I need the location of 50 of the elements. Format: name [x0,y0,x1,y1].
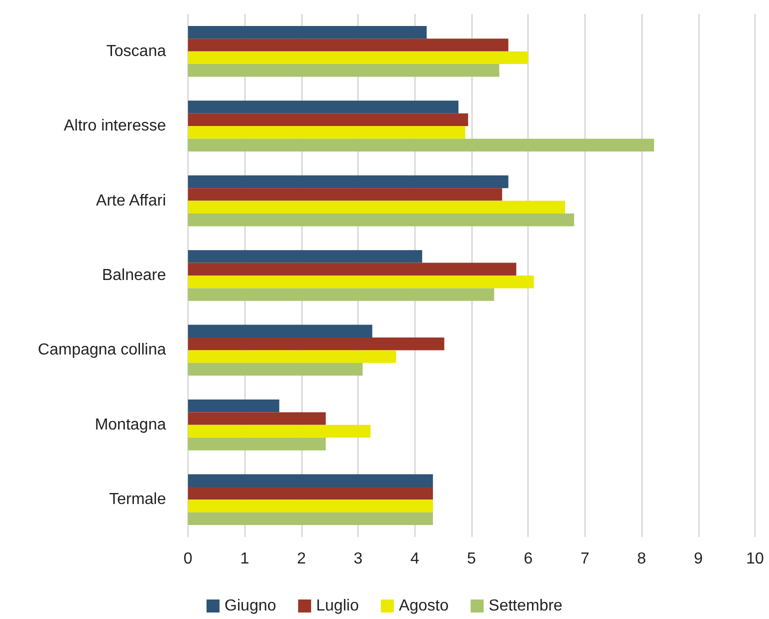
legend-label: Settembre [488,598,563,614]
bar [188,250,422,263]
bar [188,64,500,77]
bar [188,438,326,450]
bar [188,512,433,526]
bar [188,38,508,52]
x-tick-label: 1 [240,550,250,568]
legend-label: Luglio [316,598,359,614]
bar [188,424,371,438]
bar [188,350,396,363]
bar [188,412,326,425]
bar [188,175,508,188]
y-tick-label: Altro interesse [64,118,166,135]
x-tick-label: 3 [354,550,363,568]
bar [188,26,427,39]
bar [188,213,574,226]
x-tick-label: 5 [467,550,476,568]
bar [188,276,534,288]
bar [188,500,433,512]
y-tick-label: Montagna [94,416,166,434]
bar [188,288,494,301]
bar [188,200,566,214]
legend-label: Agosto [398,598,449,614]
bar [188,126,466,139]
bar [188,188,502,201]
bar [188,51,528,64]
x-tick-label: 0 [184,550,193,568]
x-tick-label: 10 [746,550,764,568]
x-tick-label: 2 [296,550,306,568]
y-tick-label: Arte Affari [96,192,166,210]
bar [188,324,372,338]
x-tick-label: 8 [637,550,646,568]
bar [188,113,468,126]
bar [188,338,444,350]
bar [188,100,458,114]
bar [188,262,516,276]
bar [188,138,654,152]
legend-label: Giugno [224,598,276,614]
bar [188,474,433,487]
y-tick-label: Balneare [102,267,166,284]
bar [188,400,280,412]
x-tick-label: 6 [524,550,533,568]
bar [188,486,433,500]
y-tick-label: Termale [109,491,166,508]
x-tick-label: 4 [410,550,420,568]
y-tick-label: Toscana [106,42,166,60]
x-tick-label: 7 [580,550,590,568]
bar [188,362,363,376]
x-tick-label: 9 [694,550,703,568]
y-tick-label: Campagna collina [38,342,166,359]
